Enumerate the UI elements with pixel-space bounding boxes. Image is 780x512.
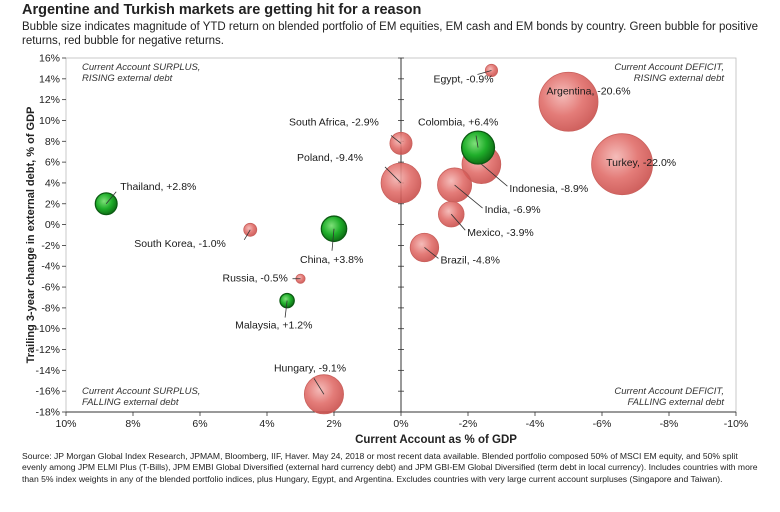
data-label-russia: Russia, -0.5% <box>223 273 288 285</box>
quadrant-label-bottom-right: FALLING external debt <box>628 397 725 408</box>
y-tick-label: 2% <box>45 198 60 210</box>
y-tick-label: 12% <box>39 94 60 106</box>
leader-line <box>477 70 492 75</box>
y-tick-label: 16% <box>39 53 60 65</box>
leader-line <box>475 135 479 148</box>
chart-subtitle: Bubble size indicates magnitude of YTD r… <box>22 21 758 47</box>
data-label-south-africa: South Africa, -2.9% <box>289 116 379 128</box>
leader-line <box>331 228 335 251</box>
bubble-argentina <box>538 71 599 132</box>
leader-line <box>284 300 288 318</box>
data-label-thailand: Thailand, +2.8% <box>120 181 196 193</box>
leader-line <box>454 184 483 209</box>
bubble-turkey <box>591 133 653 196</box>
data-label-argentina: Argentina, -20.6% <box>547 86 631 98</box>
x-tick-label: 8% <box>125 418 140 430</box>
source-note: Source: JP Morgan Global Index Research,… <box>22 451 758 484</box>
quadrant-label-bottom-left: FALLING external debt <box>82 397 179 408</box>
chart-title: Argentine and Turkish markets are gettin… <box>22 2 422 18</box>
x-tick-label: -6% <box>593 418 612 430</box>
y-tick-label: -8% <box>41 302 60 314</box>
x-axis-title: Current Account as % of GDP <box>355 434 517 446</box>
x-tick-label: 10% <box>55 418 76 430</box>
x-tick-label: -8% <box>660 418 679 430</box>
leader-line <box>313 378 325 395</box>
quadrant-label-top-right: Current Account DEFICIT, <box>614 62 724 73</box>
quadrant-label-top-right: RISING external debt <box>634 73 725 84</box>
leader-line <box>105 191 117 205</box>
y-tick-label: -14% <box>35 365 60 377</box>
y-tick-label: 0% <box>45 219 60 231</box>
leader-line <box>424 247 439 259</box>
y-tick-label: 14% <box>39 73 60 85</box>
x-tick-label: 4% <box>259 418 274 430</box>
data-label-brazil: Brazil, -4.8% <box>440 254 500 266</box>
data-label-colombia: Colombia, +6.4% <box>418 117 498 129</box>
y-tick-label: -10% <box>35 323 60 335</box>
data-label-hungary: Hungary, -9.1% <box>274 362 346 374</box>
x-tick-label: 2% <box>326 418 341 430</box>
y-axis-title: Trailing 3-year change in external debt,… <box>25 107 37 364</box>
data-label-poland: Poland, -9.4% <box>297 152 363 164</box>
y-tick-label: -6% <box>41 282 60 294</box>
bubble-chart: 16% 14% 12% 10% 8% 6% 4% 2% 0% -2% -4% -6% -8% -10% -1… <box>25 53 749 447</box>
data-label-south-korea: South Korea, -1.0% <box>134 238 226 250</box>
data-label-egypt: Egypt, -0.9% <box>433 73 493 85</box>
x-tick-label: -4% <box>526 418 545 430</box>
data-label-malaysia: Malaysia, +1.2% <box>235 320 312 332</box>
data-label-turkey: Turkey, -22.0% <box>606 157 676 169</box>
data-label-mexico: Mexico, -3.9% <box>467 227 534 239</box>
y-tick-label: -2% <box>41 240 60 252</box>
leader-line <box>384 166 402 184</box>
data-label-china: China, +3.8% <box>300 254 363 266</box>
bubble-china <box>320 215 348 243</box>
x-tick-label: -10% <box>724 418 749 430</box>
data-label-india: India, -6.9% <box>485 204 541 216</box>
y-tick-label: -12% <box>35 344 60 356</box>
y-tick-label: -4% <box>41 261 60 273</box>
leader-line <box>481 163 508 187</box>
quadrant-label-bottom-left: Current Account SURPLUS, <box>82 386 200 397</box>
quadrant-label-top-left: RISING external debt <box>82 73 173 84</box>
y-tick-label: -18% <box>35 407 60 419</box>
leader-line <box>450 213 466 231</box>
x-tick-label: 6% <box>192 418 207 430</box>
quadrant-label-top-left: Current Account SURPLUS, <box>82 62 200 73</box>
leader-line <box>243 229 251 240</box>
y-tick-label: 6% <box>45 157 60 169</box>
quadrant-label-bottom-right: Current Account DEFICIT, <box>614 386 724 397</box>
x-tick-label: -2% <box>459 418 478 430</box>
y-tick-label: 4% <box>45 177 60 189</box>
x-tick-label: 0% <box>393 418 408 430</box>
y-tick-label: 10% <box>39 115 60 127</box>
data-label-indonesia: Indonesia, -8.9% <box>509 183 588 195</box>
leader-line <box>390 135 402 144</box>
y-tick-label: -16% <box>35 386 60 398</box>
y-tick-label: 8% <box>45 136 60 148</box>
